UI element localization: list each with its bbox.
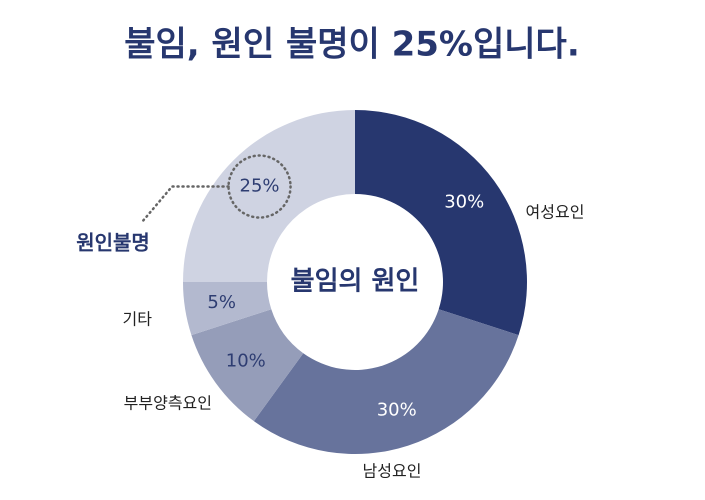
leader-line xyxy=(140,185,230,224)
value-label: 5% xyxy=(207,292,236,313)
donut-slice xyxy=(355,110,527,336)
chart-title: 불임, 원인 불명이 25%입니다. xyxy=(124,25,580,65)
category-label: 기타 xyxy=(123,310,153,329)
category-label: 여성요인 xyxy=(526,203,585,222)
donut-slice xyxy=(183,282,272,336)
category-label: 원인불명 xyxy=(76,231,150,255)
value-label: 30% xyxy=(444,192,484,213)
category-label: 남성요인 xyxy=(363,462,422,481)
value-label: 30% xyxy=(377,399,417,420)
value-label: 25% xyxy=(240,176,280,197)
donut-slice xyxy=(191,309,304,422)
donut-slice xyxy=(183,110,355,282)
category-label: 부부양측요인 xyxy=(124,394,212,413)
center-label: 불임의 원인 xyxy=(291,267,420,297)
donut-slice xyxy=(253,309,519,455)
value-label: 10% xyxy=(226,350,266,371)
